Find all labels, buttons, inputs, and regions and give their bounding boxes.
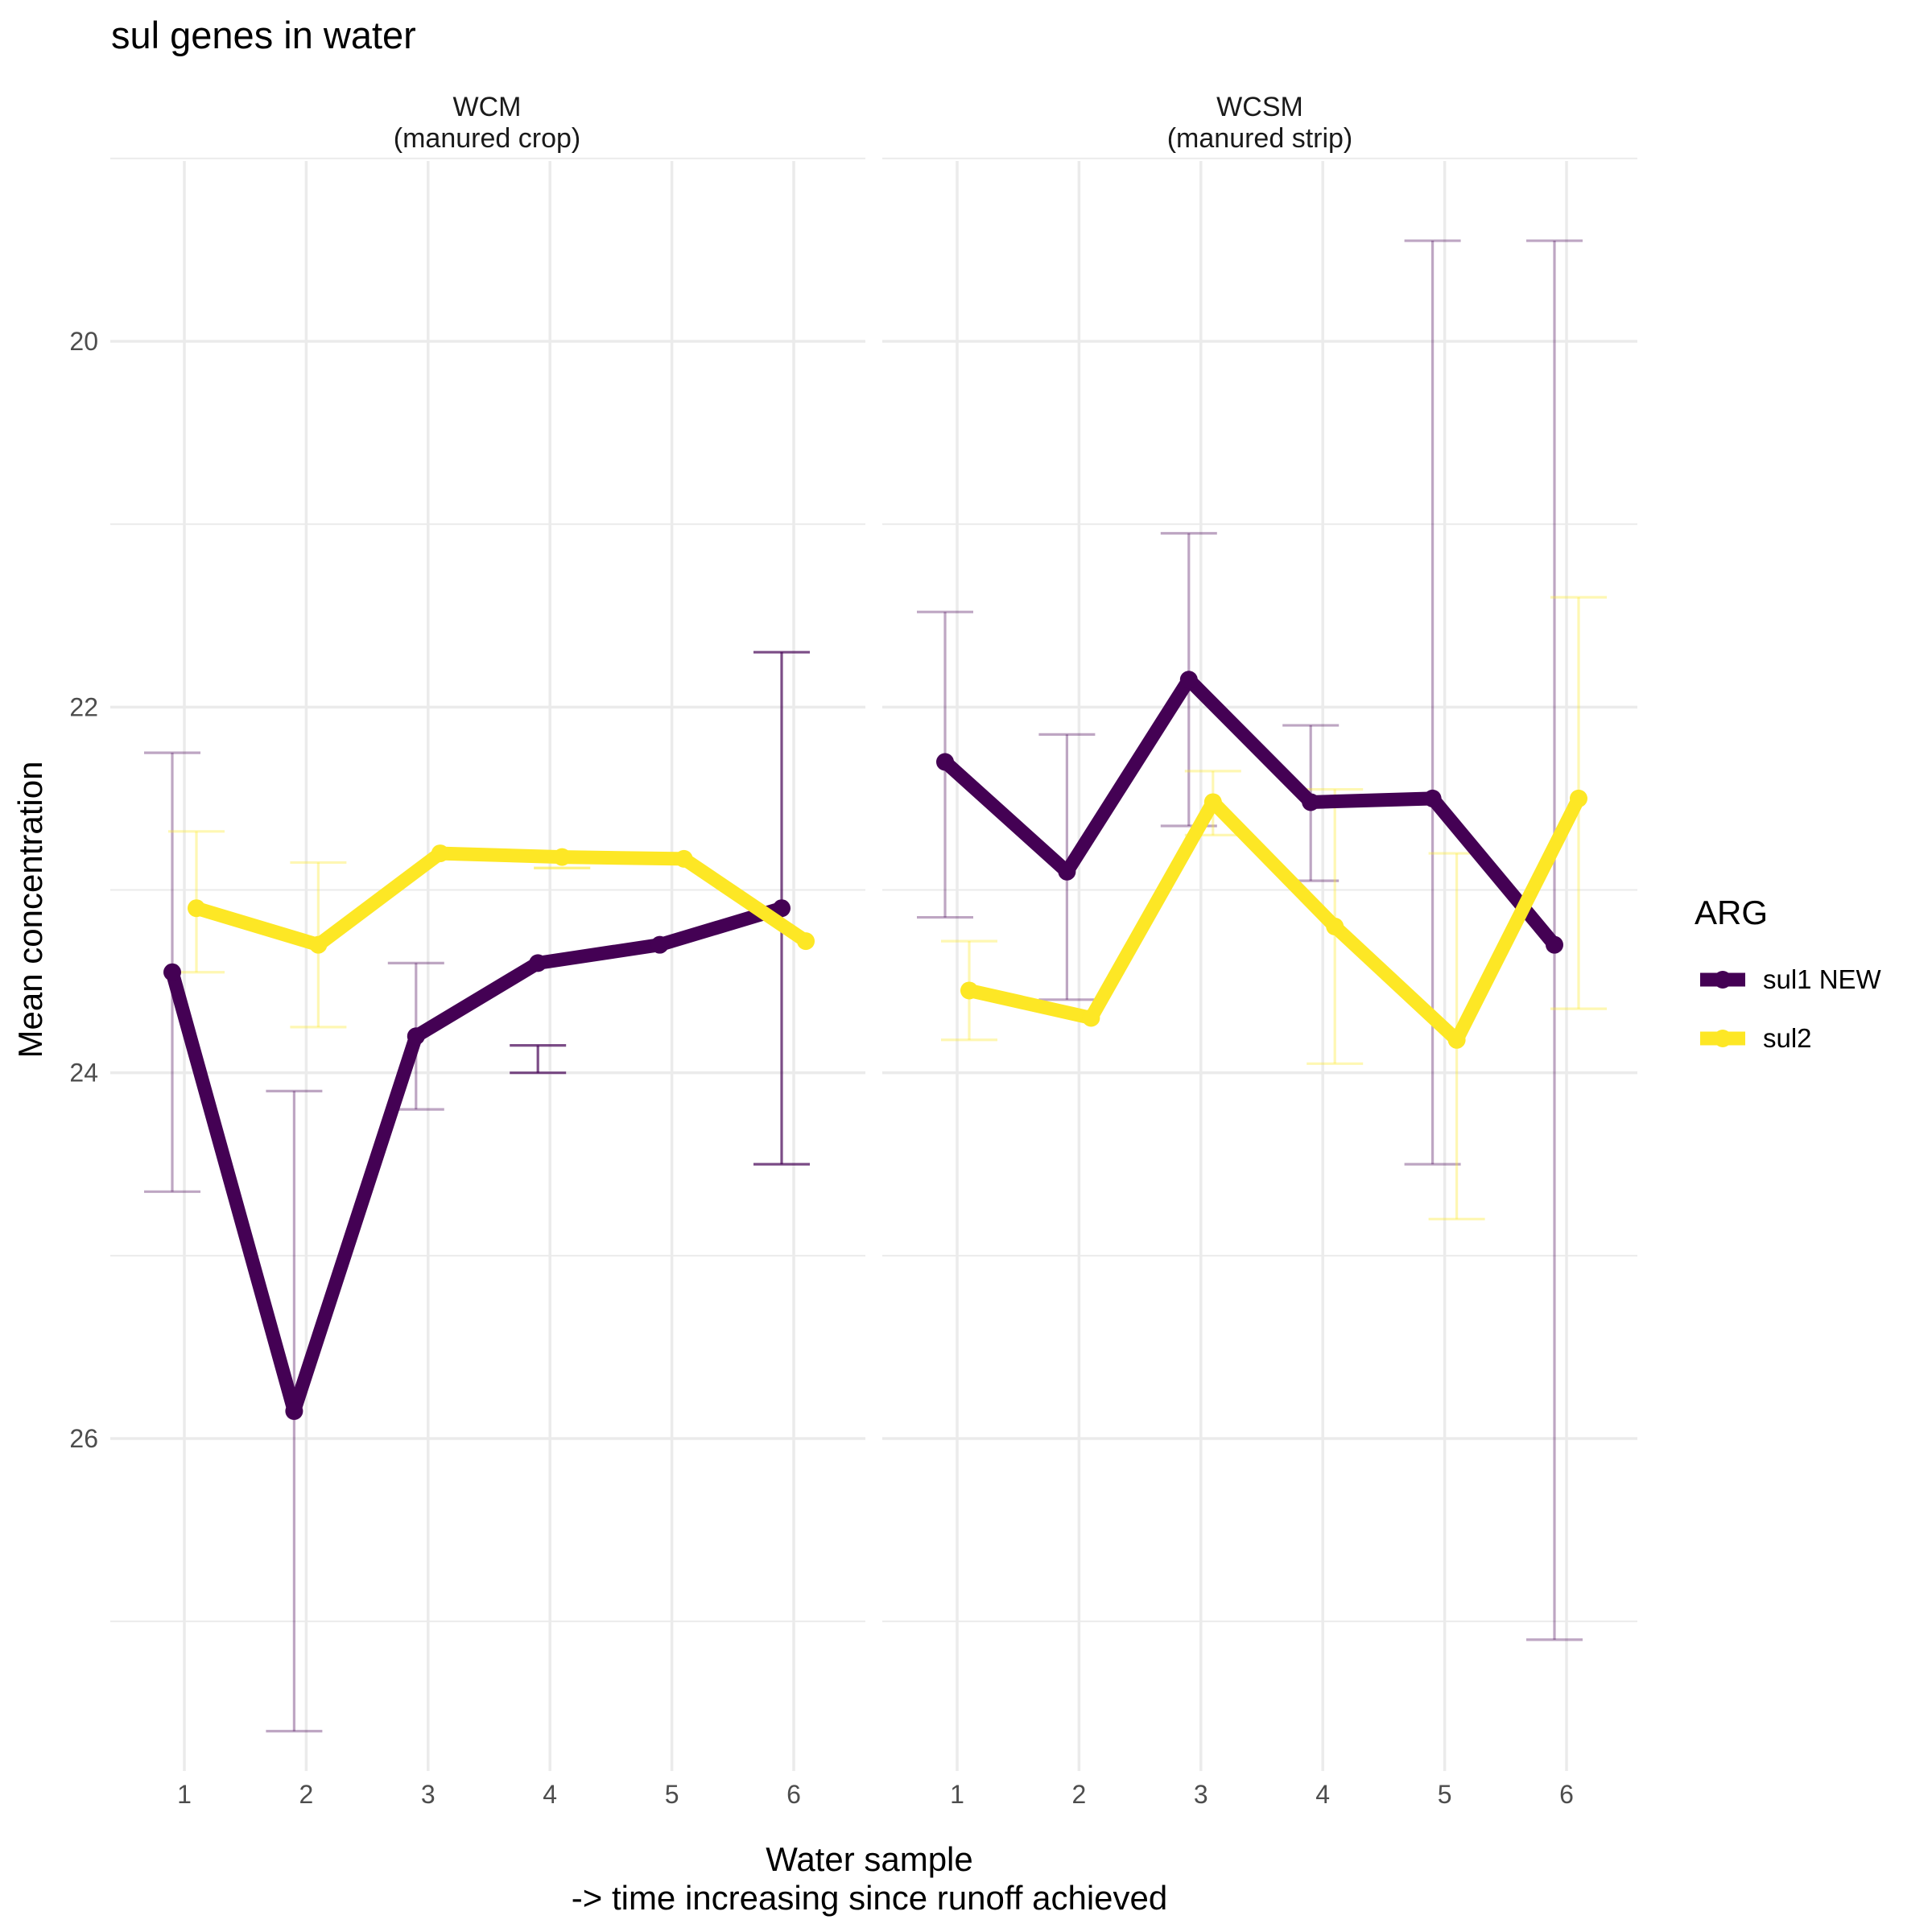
chart-title: sul genes in water [111, 14, 416, 56]
x-axis-title: Water sample [766, 1840, 973, 1878]
series-line-sul1-new [938, 672, 1562, 952]
legend-item: sul2 [1700, 1023, 1812, 1053]
data-point [188, 899, 205, 918]
legend-keys: sul1 NEW sul2 [1700, 964, 1882, 1053]
legend-title: ARG [1695, 894, 1768, 931]
legend-item: sul1 NEW [1700, 964, 1882, 994]
x-tick-label: 4 [1315, 1780, 1330, 1809]
x-tick-label: 5 [1438, 1780, 1452, 1809]
data-point [1082, 1009, 1100, 1027]
legend-label: sul2 [1763, 1023, 1812, 1053]
data-point [1570, 789, 1587, 807]
x-tick-label: 4 [543, 1780, 557, 1809]
data-point [1302, 793, 1320, 811]
x-tick-label: 6 [786, 1780, 801, 1809]
data-point [936, 753, 954, 771]
panel-wcm-data [144, 650, 815, 1733]
data-point [1179, 671, 1198, 689]
data-point [650, 935, 669, 954]
legend-label: sul1 NEW [1763, 964, 1882, 994]
x-tick-label: 1 [950, 1780, 964, 1809]
x-axis-subtitle: -> time increasing since runoff achieved [572, 1879, 1167, 1917]
data-point [1423, 789, 1442, 807]
y-axis: 20 22 24 26 [69, 327, 98, 1453]
data-point [285, 1402, 303, 1420]
data-point [1447, 1030, 1466, 1049]
series-line-sul2 [962, 791, 1586, 1047]
data-point [773, 899, 791, 918]
y-tick-label: 24 [69, 1059, 98, 1088]
x-tick-label: 2 [299, 1780, 314, 1809]
y-tick-label: 26 [69, 1424, 98, 1453]
data-point [431, 844, 449, 863]
panel-wcsm-sublabel: (manured strip) [1167, 123, 1353, 154]
y-axis-title: Mean concentration [11, 762, 49, 1059]
panel-wcsm-label: WCSM [1216, 92, 1303, 122]
data-point [163, 963, 181, 981]
data-point [1203, 793, 1222, 811]
data-point [1058, 862, 1076, 881]
series-line-sul1-new [165, 901, 789, 1418]
panel-wcsm [882, 157, 1637, 1771]
x-tick-label: 2 [1072, 1780, 1087, 1809]
error-bar [510, 1043, 567, 1075]
y-tick-label: 22 [69, 692, 98, 721]
legend: ARG sul1 NEW sul2 [1695, 894, 1882, 1053]
data-point [529, 954, 547, 972]
data-point [553, 848, 572, 866]
data-point [675, 849, 693, 868]
legend-key-point [1714, 971, 1732, 989]
data-point [309, 935, 328, 954]
panel-wcsm-data [917, 239, 1607, 1641]
panel-wcm-label: WCM [453, 92, 522, 122]
x-tick-label: 3 [1194, 1780, 1208, 1809]
panel-wcm [110, 157, 865, 1771]
x-tick-label: 1 [177, 1780, 192, 1809]
x-tick-label: 6 [1559, 1780, 1574, 1809]
data-point [407, 1027, 425, 1046]
x-tick-label: 5 [665, 1780, 679, 1809]
data-point [960, 981, 978, 1000]
data-point [797, 932, 815, 951]
legend-key-point [1714, 1030, 1732, 1047]
y-tick-label: 20 [69, 327, 98, 356]
series-line-sul2 [189, 846, 813, 952]
x-axis: 1 2 3 4 5 6 1 2 3 4 5 6 [177, 1780, 1574, 1809]
data-point [1546, 935, 1563, 954]
data-point [1326, 917, 1344, 935]
panel-wcm-sublabel: (manured crop) [394, 123, 580, 154]
x-tick-label: 3 [421, 1780, 436, 1809]
